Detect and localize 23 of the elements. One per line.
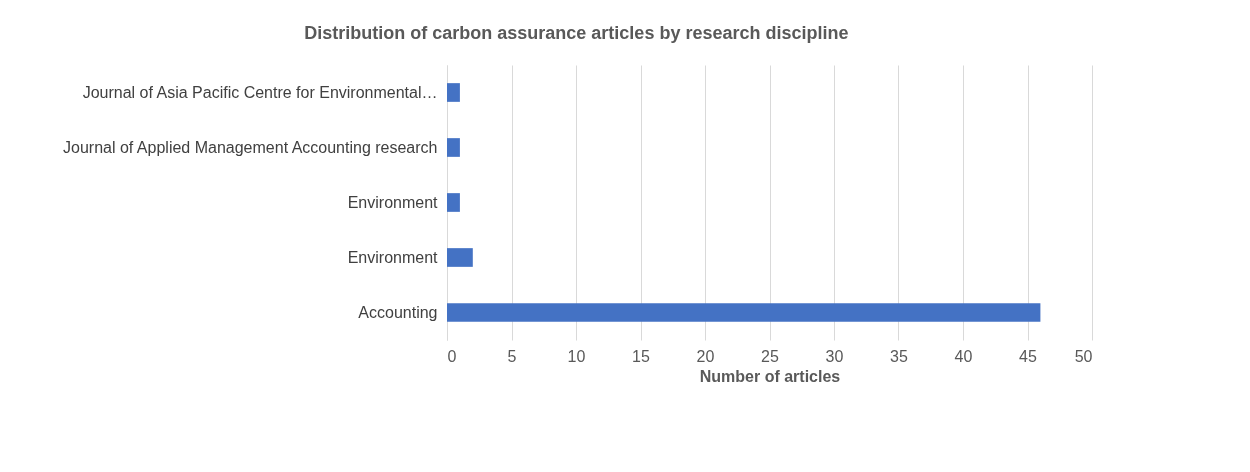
x-tick-label: 20 [696, 347, 715, 365]
x-tick-label: 25 [761, 347, 779, 365]
y-tick-label: Environment [347, 248, 439, 266]
x-tick-label: 35 [890, 347, 908, 365]
x-tick-label: 0 [447, 347, 457, 365]
x-tick-label: 10 [567, 347, 586, 365]
bar [447, 303, 1041, 322]
chart-title: Distribution of carbon assurance articles by research discipline [304, 23, 849, 43]
bar [447, 193, 460, 212]
x-tick-label: 5 [507, 347, 517, 365]
x-tick-label: 30 [825, 347, 844, 365]
x-tick-label: 15 [632, 347, 650, 365]
x-tick-label: 40 [954, 347, 973, 365]
y-tick-label: Accounting [358, 303, 438, 321]
bar [447, 248, 473, 267]
x-axis-title: Number of articles [699, 367, 841, 385]
x-tick-label: 50 [1074, 347, 1093, 365]
y-tick-label: Journal of Applied Management Accounting research [63, 138, 438, 156]
y-tick-label: Journal of Asia Pacific Centre for Environmental… [82, 83, 438, 101]
x-tick-label: 45 [1019, 347, 1037, 365]
y-tick-label: Environment [347, 193, 439, 211]
bar [447, 138, 460, 157]
bar [447, 83, 460, 102]
